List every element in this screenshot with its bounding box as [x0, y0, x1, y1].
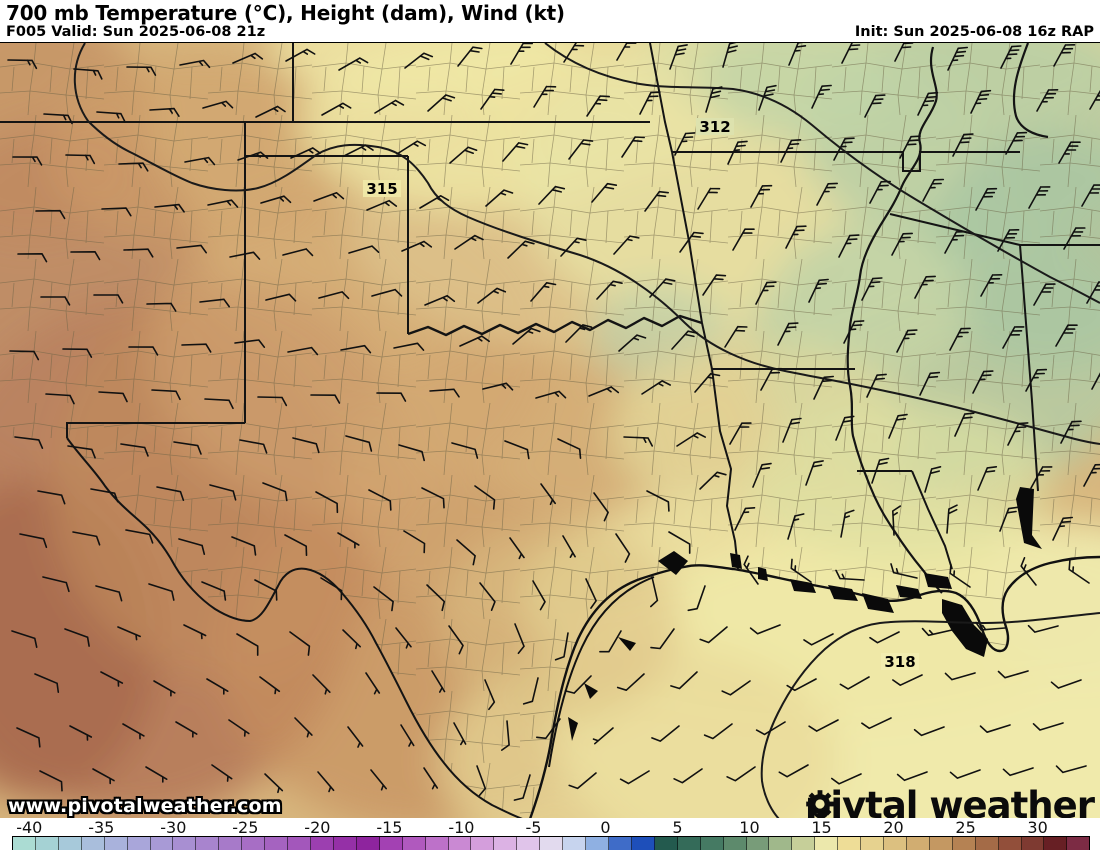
colorbar-gradient [12, 836, 1090, 850]
colorbar-tick: 5 [672, 818, 683, 837]
pivotal-weather-logo: piv tal weather [805, 784, 1095, 818]
colorbar-tick-labels: -40 -35 -30 -25 -20 -15 -10 -5 0 5 10 15 20 25 30 [12, 818, 1088, 837]
colorbar-tick: 25 [955, 818, 976, 837]
colorbar-tick: -5 [525, 818, 542, 837]
init-time-label: Init: Sun 2025-06-08 16z RAP [854, 24, 1094, 40]
valid-time-label: F005 Valid: Sun 2025-06-08 21z [6, 24, 266, 40]
colorbar-tick: -15 [376, 818, 403, 837]
colorbar-tick: 10 [739, 818, 760, 837]
colorbar-tick: 15 [811, 818, 832, 837]
colorbar-tick: -35 [88, 818, 115, 837]
map-header: 700 mb Temperature (°C), Height (dam), W… [0, 0, 1100, 42]
colorbar-tick: 0 [600, 818, 611, 837]
height-contour-label: 312 [699, 118, 730, 136]
colorbar-tick: -40 [16, 818, 43, 837]
temperature-colorbar: -40 -35 -30 -25 -20 -15 -10 -5 0 5 10 15 20 25 30 [0, 818, 1100, 850]
colorbar-tick: -25 [232, 818, 259, 837]
height-contour-label: 315 [366, 180, 397, 198]
gear-icon [806, 790, 834, 818]
colorbar-tick: -10 [448, 818, 475, 837]
colorbar-tick: -30 [160, 818, 187, 837]
map-title: 700 mb Temperature (°C), Height (dam), W… [6, 1, 565, 25]
height-contour-label: 318 [884, 653, 915, 671]
colorbar-tick: 20 [883, 818, 904, 837]
map-canvas[interactable]: 312 315 318 www.pivotalweather.com piv tal… [0, 42, 1100, 818]
colorbar-tick: 30 [1027, 818, 1048, 837]
weather-map-graphic: 312 315 318 [0, 43, 1100, 818]
watermark: www.pivotalweather.com [8, 795, 282, 817]
colorbar-tick: -20 [304, 818, 331, 837]
logo-text-right: tal weather [865, 784, 1095, 818]
